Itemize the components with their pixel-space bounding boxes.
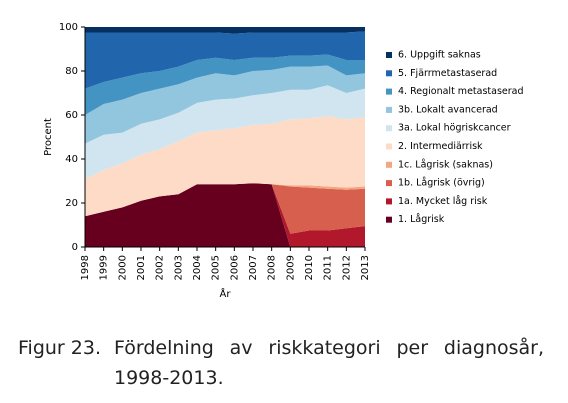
x-tick-label: 2002: [155, 255, 166, 280]
legend-label: 4. Regionalt metastaserad: [398, 86, 524, 97]
x-tick-label: 2007: [248, 255, 259, 280]
x-tick-label: 1998: [80, 255, 91, 280]
y-tick-label: 0: [72, 242, 78, 253]
legend-swatch: [386, 106, 392, 113]
legend-swatch: [386, 125, 392, 132]
legend-swatch: [386, 216, 392, 223]
y-tick-label: 60: [65, 110, 78, 121]
x-tick-label: 2012: [341, 255, 352, 280]
area: [85, 116, 365, 217]
legend-label: 1. Lågrisk: [398, 214, 445, 225]
x-tick-label: 2005: [211, 255, 222, 280]
y-tick-label: 20: [65, 198, 78, 209]
legend-label: 2. Intermediärrisk: [398, 141, 483, 152]
y-axis-label: Procent: [43, 118, 54, 156]
legend-swatch: [386, 161, 392, 168]
legend-label: 6. Uppgift saknas: [398, 50, 481, 61]
caption: Figur 23. Fördelning av riskkategori per…: [18, 333, 548, 393]
x-tick-label: 2006: [229, 255, 240, 280]
legend-swatch: [386, 88, 392, 95]
x-tick-label: 2003: [173, 255, 184, 280]
area: [85, 27, 365, 34]
legend-swatch: [386, 143, 392, 150]
y-tick-label: 40: [65, 154, 78, 165]
figure-label: Figur 23.: [18, 337, 101, 359]
legend-label: 5. Fjärrmetastaserad: [398, 68, 497, 79]
area: [85, 31, 365, 89]
legend-swatch: [386, 180, 392, 187]
area: [85, 54, 365, 115]
x-axis-label: År: [220, 287, 232, 300]
x-tick-label: 2009: [285, 255, 296, 280]
legend-swatch: [386, 198, 392, 205]
legend-swatch: [386, 70, 392, 77]
x-tick-label: 2001: [136, 255, 147, 280]
x-tick-label: 2010: [304, 255, 315, 280]
area: [85, 65, 365, 144]
area: [85, 85, 365, 179]
x-tick-label: 2011: [323, 255, 334, 280]
legend-label: 1a. Mycket låg risk: [398, 196, 488, 207]
x-tick-label: 2013: [360, 255, 371, 280]
area: [85, 183, 365, 247]
legend-label: 3a. Lokal högriskcancer: [398, 123, 511, 134]
legend-label: 1c. Lågrisk (saknas): [398, 159, 493, 170]
caption-text: Fördelning av riskkategori per diagnosår…: [114, 337, 544, 389]
x-tick-label: 2000: [117, 255, 128, 280]
area: [85, 183, 365, 234]
legend-label: 3b. Lokalt avancerad: [398, 104, 498, 115]
y-tick-label: 80: [65, 66, 78, 77]
x-tick-label: 2004: [192, 255, 203, 280]
y-tick-label: 100: [59, 22, 78, 33]
legend-label: 1b. Lågrisk (övrig): [398, 178, 485, 189]
area: [85, 183, 365, 247]
chart: Procent År 0 20 40 60 80 100 1998 1999 2000 2001 2…: [43, 22, 524, 300]
x-tick-label: 2008: [267, 255, 278, 280]
x-tick-label: 1999: [99, 255, 110, 280]
legend-swatch: [386, 52, 392, 58]
